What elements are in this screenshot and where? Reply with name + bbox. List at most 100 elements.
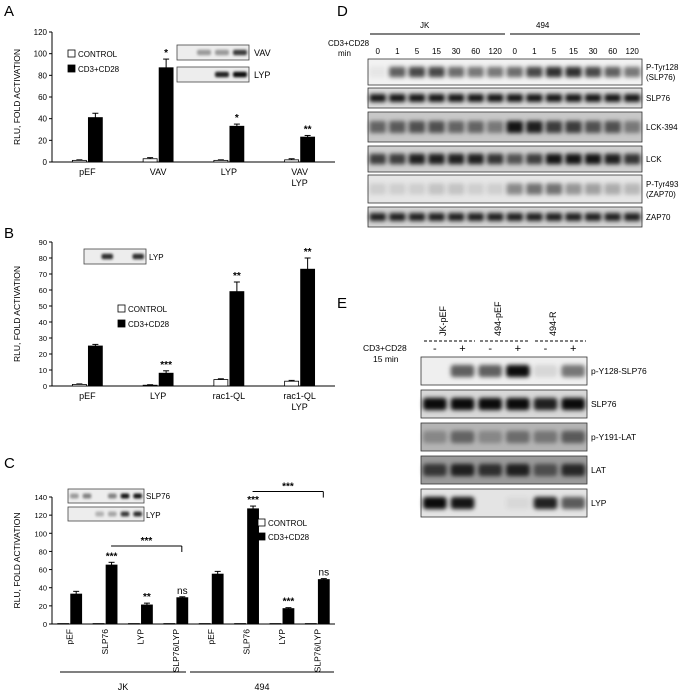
category-label: VAV: [291, 167, 308, 177]
blot-band: [70, 493, 79, 499]
blot-band: [428, 66, 445, 78]
blot-band: [623, 153, 641, 165]
y-axis-label: RLU, FOLD ACTIVATION: [12, 266, 22, 362]
bar-cd3-cd28: [229, 125, 245, 163]
bar-cd3-cd28: [300, 268, 316, 387]
bracket-label: ***: [282, 482, 294, 493]
timepoint-label: 30: [452, 47, 461, 56]
y-tick-label: 50: [39, 302, 47, 311]
blot-band: [506, 364, 530, 378]
blot-band: [447, 153, 465, 165]
blot-band: [565, 183, 582, 195]
y-tick-label: 20: [39, 602, 47, 611]
bar-control: [198, 623, 211, 625]
panel-d-blot-rows: P-Tyr128(SLP76) SLP76 LCK-394 LCK P-Tyr493(Z…: [367, 58, 679, 228]
y-tick-label: 80: [38, 71, 47, 80]
bar-cd3-cd28: [247, 508, 259, 625]
panel-e-blot-rows: p-Y128-SLP76 SLP76 p-Y191-LAT LAT LYP: [420, 356, 647, 518]
bar-cd3-cd28: [176, 597, 189, 625]
group-label-jk: JK: [118, 682, 129, 692]
blot-band: [133, 493, 142, 499]
group-label: 494-R: [548, 311, 558, 336]
timepoint-labels: 0 1 5 15 30 60 120 0 1 5 15 30 60 120: [376, 47, 640, 56]
blot-band: [486, 213, 504, 221]
blot-band: [447, 94, 465, 102]
blot-label: P-Tyr128: [646, 63, 679, 72]
blot-band: [428, 94, 445, 102]
blot-band: [95, 511, 104, 517]
legend-label: CONTROL: [128, 305, 168, 314]
blot-band: [506, 153, 524, 165]
panel-letter-e: E: [337, 295, 347, 312]
timepoint-label: 1: [395, 47, 400, 56]
blot-band: [133, 511, 142, 517]
blot-band: [467, 153, 484, 165]
blot-row: [367, 206, 643, 228]
blot-band: [423, 397, 447, 411]
blot-band: [486, 183, 504, 195]
bar-control: [269, 623, 282, 625]
blot-band: [561, 496, 585, 510]
blot-label-lyp-c: LYP: [146, 511, 161, 520]
blot-band: [428, 213, 445, 221]
significance-label: **: [304, 124, 312, 135]
stim-label-line1: CD3+CD28: [328, 39, 370, 48]
blot-band: [561, 463, 585, 477]
group-label-jk: JK: [420, 21, 430, 30]
blot-band: [389, 213, 406, 221]
blot-band: [467, 94, 484, 102]
legend-swatch-cd3-cd28: [67, 64, 76, 73]
blot-band: [604, 94, 621, 102]
blot-strip-slp76-c: [67, 488, 145, 504]
blot-label-lyp-b: LYP: [149, 253, 164, 262]
timepoint-label: 5: [415, 47, 420, 56]
blot-label: p-Y128-SLP76: [591, 366, 647, 376]
blot-band: [604, 183, 621, 195]
bar-control: [234, 623, 246, 625]
y-tick-label: 30: [39, 334, 47, 343]
blot-band: [561, 430, 585, 444]
bar-control: [284, 159, 300, 163]
timepoint-label: 15: [569, 47, 578, 56]
bar-control: [163, 623, 176, 625]
timepoint-label: 60: [608, 47, 617, 56]
lane-mark: +: [515, 343, 521, 355]
y-tick-label: 80: [39, 254, 47, 263]
legend-label: CONTROL: [268, 519, 308, 528]
blot-band: [526, 66, 543, 78]
blot-band: [533, 364, 558, 378]
legend-swatch-control: [257, 518, 266, 527]
y-tick-label: 80: [39, 547, 47, 556]
legend-swatch-cd3-cd28: [257, 532, 266, 541]
blot-label: P-Tyr493: [646, 180, 679, 189]
legend-swatch-control: [117, 304, 126, 313]
blot-band: [545, 183, 563, 195]
blot-band: [545, 94, 563, 102]
blot-band: [369, 66, 387, 78]
y-tick-label: 10: [39, 366, 47, 375]
category-label: rac1-QL: [213, 391, 246, 401]
y-tick-label: 90: [39, 238, 47, 247]
category-label: pEF: [206, 629, 216, 645]
blot-band: [506, 463, 530, 477]
group-label: 494-pEF: [493, 301, 503, 336]
bar-control: [213, 379, 229, 387]
panel-letter-b: B: [4, 225, 14, 242]
blot-label-vav: VAV: [254, 48, 271, 58]
y-tick-label: 40: [39, 318, 47, 327]
blot-band: [533, 430, 558, 444]
blot-band: [108, 493, 117, 499]
blot-band: [545, 153, 563, 165]
bar-cd3-cd28: [211, 573, 224, 625]
blot-band: [584, 94, 602, 102]
blot-band: [486, 153, 504, 165]
blot-band: [447, 183, 465, 195]
blot-band: [545, 66, 563, 78]
blot-band: [450, 364, 475, 378]
blot-row: [420, 389, 588, 419]
group-label-494: 494: [536, 21, 550, 30]
timepoint-label: 60: [471, 47, 480, 56]
blot-band: [561, 397, 585, 411]
blot-row: [367, 87, 643, 109]
blot-band: [623, 183, 641, 195]
